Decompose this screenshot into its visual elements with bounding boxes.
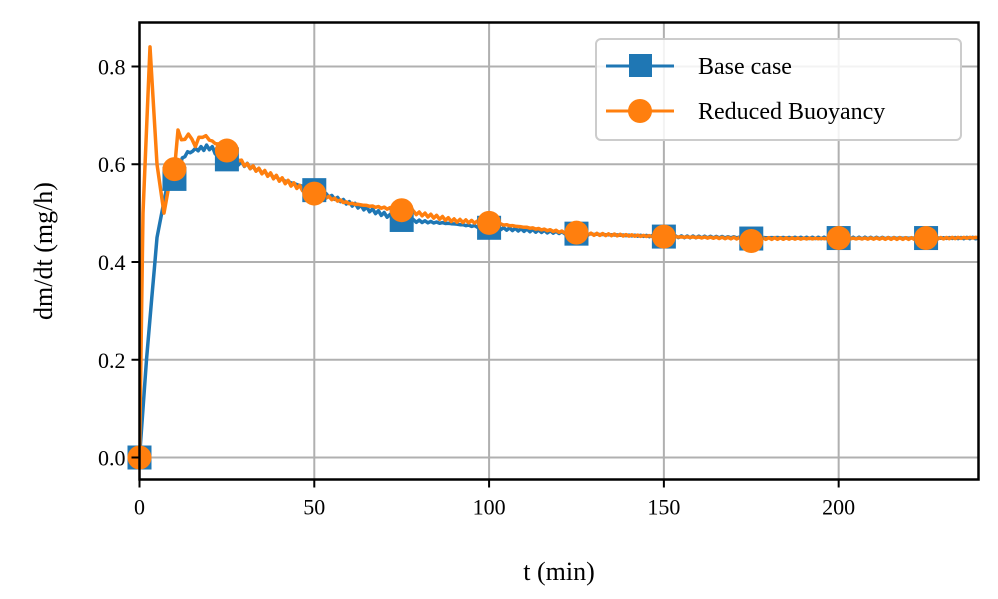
x-tick-label: 0 bbox=[134, 495, 145, 520]
legend-label-reduced: Reduced Buoyancy bbox=[698, 99, 885, 125]
x-tick-label: 50 bbox=[303, 495, 325, 520]
circle-marker bbox=[739, 228, 764, 253]
circle-marker bbox=[162, 157, 187, 182]
y-tick-label: 0.0 bbox=[98, 446, 126, 471]
legend-item-reduced-buoyancy: Reduced Buoyancy bbox=[606, 99, 885, 125]
legend-label-base: Base case bbox=[698, 54, 792, 80]
legend: Base case Reduced Buoyancy bbox=[595, 38, 962, 141]
y-axis-label: dm/dt (mg/h) bbox=[29, 182, 58, 320]
series-markers bbox=[127, 138, 939, 470]
circle-marker bbox=[389, 198, 414, 223]
series-base-case bbox=[139, 143, 979, 458]
y-tick-label: 0.8 bbox=[98, 54, 126, 79]
x-tick-label: 200 bbox=[822, 495, 855, 520]
square-marker-icon bbox=[629, 54, 652, 77]
circle-marker bbox=[564, 220, 589, 245]
series-markers bbox=[127, 147, 939, 470]
axis-ticks: 0 50 100 150 200 0.0 0.2 0.4 0.6 0.8 bbox=[98, 54, 855, 519]
y-tick-label: 0.6 bbox=[98, 152, 126, 177]
x-axis-label: t (min) bbox=[523, 557, 595, 586]
x-tick-label: 150 bbox=[647, 495, 680, 520]
circle-marker bbox=[477, 210, 502, 235]
circle-marker bbox=[826, 226, 851, 251]
circle-marker bbox=[914, 226, 939, 251]
y-tick-label: 0.4 bbox=[98, 250, 126, 275]
circle-marker bbox=[651, 224, 676, 249]
circle-marker-icon bbox=[628, 99, 652, 123]
plot-frame bbox=[138, 21, 980, 481]
series-line bbox=[139, 143, 979, 458]
x-tick-label: 100 bbox=[473, 495, 506, 520]
circle-marker bbox=[302, 181, 327, 206]
legend-item-base-case: Base case bbox=[606, 54, 792, 80]
circle-marker bbox=[214, 138, 239, 163]
y-tick-label: 0.2 bbox=[98, 348, 126, 373]
